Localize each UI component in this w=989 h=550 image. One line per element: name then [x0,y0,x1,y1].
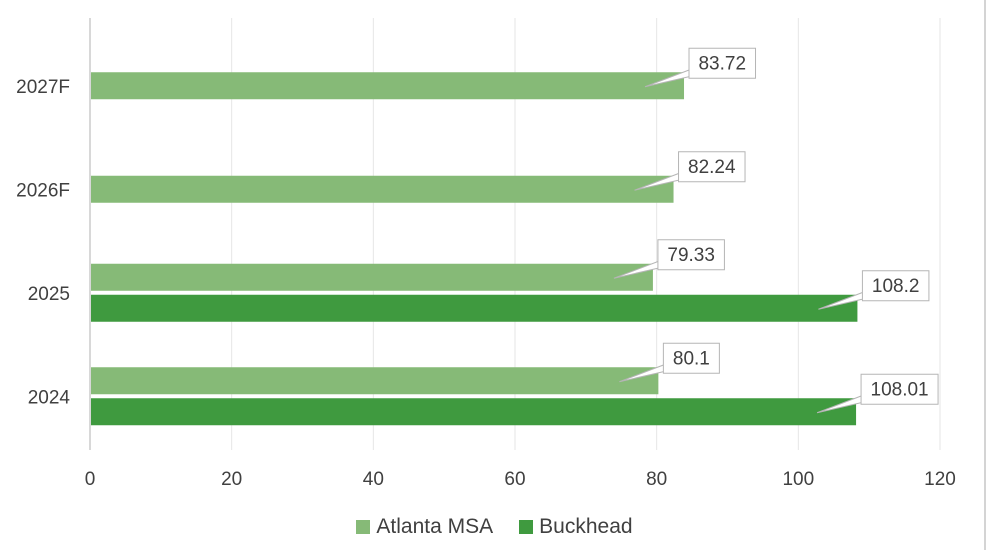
x-tick-label-60: 60 [504,469,525,490]
right-border [984,0,986,550]
bar-buckhead-2025[interactable] [91,294,858,322]
bar-chart: 80.1 108.01 79.33 108.2 82.24 83.72 0 20 40 60 80… [16,18,956,490]
data-label-buckhead-2024: 108.01 [816,373,939,414]
data-label-buckhead-2025: 108.2 [818,270,930,310]
axes: 0 20 40 60 80 100 120 2024 2025 2026F 2027F [16,18,956,490]
legend-swatch-buckhead [519,520,534,534]
data-labels: 80.1 108.01 79.33 108.2 82.24 83.72 [613,47,939,414]
legend-item-buckhead[interactable]: Buckhead [519,515,633,539]
svg-text:82.24: 82.24 [688,157,736,178]
legend-swatch-atlanta-msa [356,520,371,534]
data-label-atlanta-msa-2027f: 83.72 [644,47,757,88]
legend: Atlanta MSA Buckhead [0,515,989,539]
x-tick-label-40: 40 [363,469,384,490]
bar-atlanta-msa-2027f[interactable] [91,72,685,100]
x-tick-label-120: 120 [924,469,956,490]
data-label-atlanta-msa-2025: 79.33 [613,239,725,279]
x-tick-label-20: 20 [221,469,242,490]
data-label-atlanta-msa-2024: 80.1 [619,342,720,383]
x-tick-label-100: 100 [782,469,814,490]
y-tick-label-2024: 2024 [28,387,71,408]
bar-buckhead-2024[interactable] [91,398,857,426]
bars [91,72,858,426]
svg-text:108.2: 108.2 [872,276,920,297]
svg-text:80.1: 80.1 [673,348,710,369]
y-tick-label-2025: 2025 [28,284,70,305]
x-tick-label-0: 0 [85,469,96,490]
bar-atlanta-msa-2024[interactable] [91,367,659,395]
y-tick-label-2026f: 2026F [16,180,70,201]
svg-text:108.01: 108.01 [871,379,929,400]
svg-text:79.33: 79.33 [667,245,715,266]
legend-item-atlanta-msa[interactable]: Atlanta MSA [356,515,493,539]
x-tick-label-80: 80 [646,469,667,490]
bar-atlanta-msa-2025[interactable] [91,263,653,291]
bar-atlanta-msa-2026f[interactable] [91,175,674,203]
legend-label-atlanta-msa: Atlanta MSA [376,515,494,538]
legend-label-buckhead: Buckhead [539,515,633,538]
data-label-atlanta-msa-2026f: 82.24 [634,151,746,191]
y-tick-label-2027f: 2027F [16,77,70,98]
svg-text:83.72: 83.72 [698,53,746,74]
